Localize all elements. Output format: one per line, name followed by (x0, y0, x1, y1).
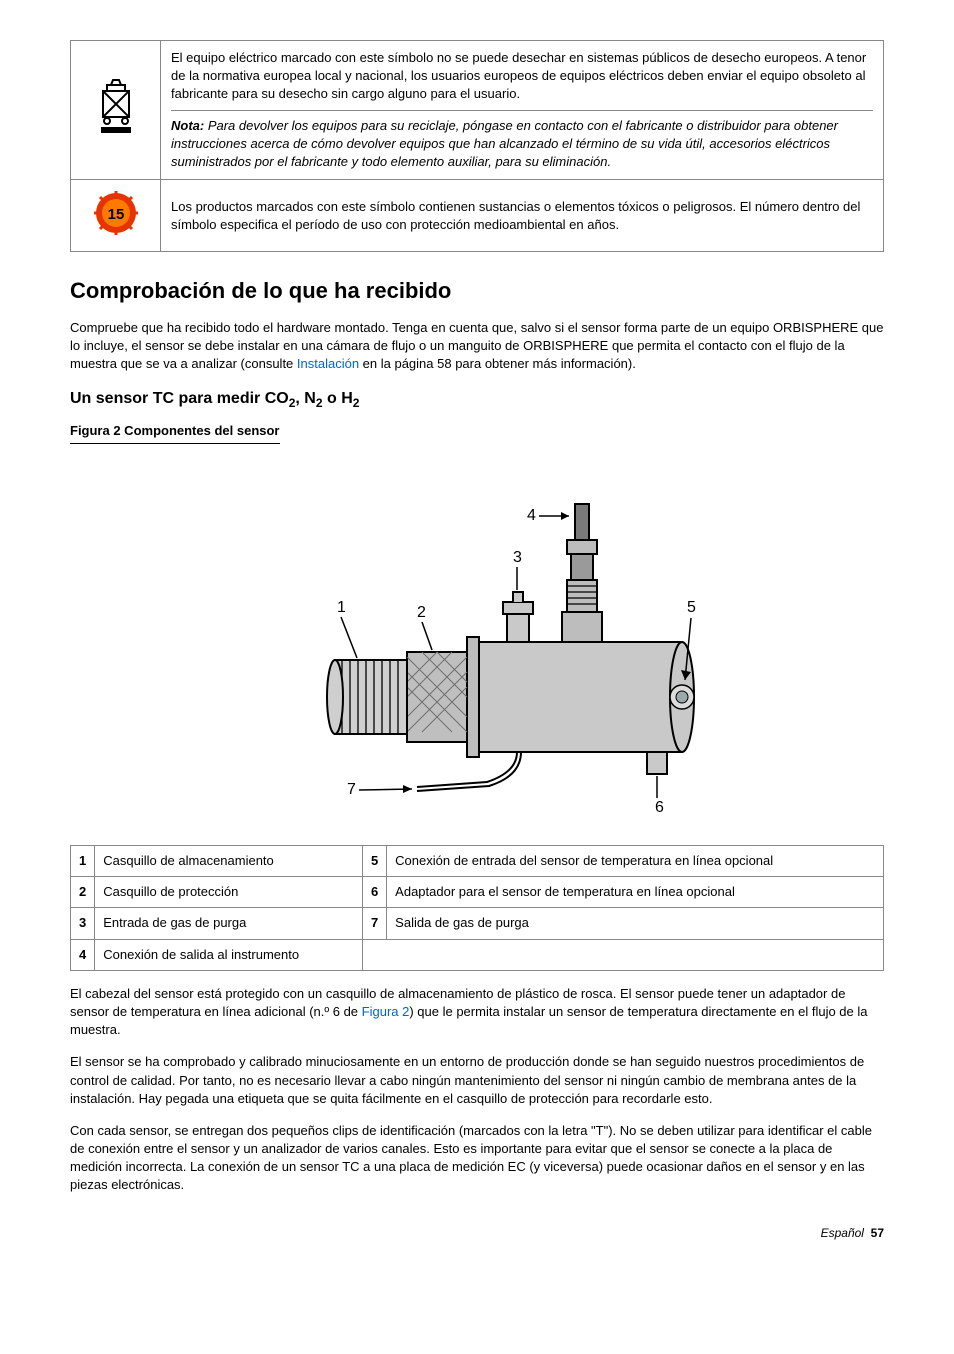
sensor-diagram-svg: 1 2 3 4 5 6 7 (217, 462, 737, 822)
part-num-5: 5 (362, 846, 386, 877)
fig-label-4: 4 (527, 507, 536, 524)
body-para-1: El cabezal del sensor está protegido con… (70, 985, 884, 1040)
h3-part1: Un sensor TC para medir CO (70, 390, 289, 407)
rohs-text: Los productos marcados con este símbolo … (171, 199, 860, 232)
instalacion-link[interactable]: Instalación (297, 356, 359, 371)
fig-label-1: 1 (337, 599, 346, 616)
footer-lang: Español (821, 1226, 864, 1240)
part-desc-7: Salida de gas de purga (387, 908, 884, 939)
figura2-link[interactable]: Figura 2 (362, 1004, 410, 1019)
rohs-text-cell: Los productos marcados con este símbolo … (161, 180, 884, 252)
fig-label-5: 5 (687, 599, 696, 616)
part-empty (362, 939, 883, 970)
part-desc-6: Adaptador para el sensor de temperatura … (387, 877, 884, 908)
figure-2: 1 2 3 4 5 6 7 (70, 462, 884, 827)
body-para-2: El sensor se ha comprobado y calibrado m… (70, 1053, 884, 1108)
part-num-4: 4 (71, 939, 95, 970)
part-num-1: 1 (71, 846, 95, 877)
section-heading: Comprobación de lo que ha recibido (70, 276, 884, 307)
fig-label-2: 2 (417, 604, 426, 621)
fig-label-6: 6 (655, 799, 664, 816)
intro-post: en la página 58 para obtener más informa… (359, 356, 636, 371)
page-footer: Español 57 (70, 1225, 884, 1242)
fig-label-7: 7 (347, 781, 356, 798)
figure-caption: Figura 2 Componentes del sensor (70, 422, 280, 444)
note-label: Nota: (171, 118, 204, 133)
h3-part3: o H (323, 390, 353, 407)
weee-symbol-cell (71, 41, 161, 180)
part-num-7: 7 (362, 908, 386, 939)
part-desc-4: Conexión de salida al instrumento (95, 939, 363, 970)
note-text: Para devolver los equipos para su recicl… (171, 118, 838, 169)
subsection-heading: Un sensor TC para medir CO2, N2 o H2 (70, 388, 884, 412)
part-num-3: 3 (71, 908, 95, 939)
footer-page: 57 (871, 1226, 884, 1240)
parts-legend-table: 1 Casquillo de almacenamiento 5 Conexión… (70, 845, 884, 971)
svg-text:15: 15 (107, 206, 124, 223)
weee-text-cell: El equipo eléctrico marcado con este sím… (161, 41, 884, 180)
weee-text: El equipo eléctrico marcado con este sím… (171, 49, 873, 104)
body-para-3: Con cada sensor, se entregan dos pequeño… (70, 1122, 884, 1195)
part-desc-5: Conexión de entrada del sensor de temper… (387, 846, 884, 877)
figure-caption-wrap: Figura 2 Componentes del sensor (70, 422, 884, 454)
intro-paragraph: Compruebe que ha recibido todo el hardwa… (70, 319, 884, 374)
part-num-6: 6 (362, 877, 386, 908)
weee-icon (91, 125, 141, 140)
rohs-badge-icon: 15 (91, 226, 141, 241)
part-desc-1: Casquillo de almacenamiento (95, 846, 363, 877)
h3-part2: , N (295, 390, 315, 407)
part-desc-2: Casquillo de protección (95, 877, 363, 908)
part-desc-3: Entrada de gas de purga (95, 908, 363, 939)
rohs-symbol-cell: 15 (71, 180, 161, 252)
part-num-2: 2 (71, 877, 95, 908)
symbol-warning-table: El equipo eléctrico marcado con este sím… (70, 40, 884, 252)
fig-label-3: 3 (513, 549, 522, 566)
